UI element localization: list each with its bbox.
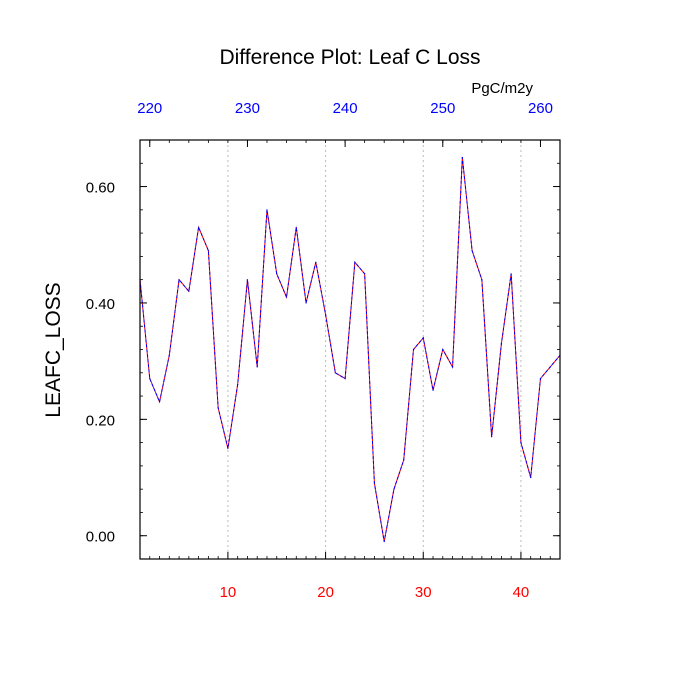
y-tick-label: 0.40 xyxy=(86,296,115,313)
data-point xyxy=(432,389,434,391)
data-point xyxy=(422,337,424,339)
data-point xyxy=(305,302,307,304)
data-point xyxy=(149,377,151,380)
x-tick-label-top: 230 xyxy=(235,100,260,117)
data-point xyxy=(266,209,268,211)
data-point xyxy=(285,296,288,298)
data-point xyxy=(412,348,415,351)
data-point xyxy=(461,156,463,159)
x-tick-label-bottom: 40 xyxy=(513,584,530,601)
data-point xyxy=(373,482,376,484)
ticks xyxy=(139,139,561,560)
data-point xyxy=(246,279,249,281)
data-point xyxy=(256,366,258,368)
data-point xyxy=(520,442,522,444)
data-point xyxy=(354,261,356,263)
data-point xyxy=(500,343,502,345)
data-point xyxy=(442,348,444,351)
y-tick-label: 0.00 xyxy=(86,529,115,546)
data-point xyxy=(471,249,473,252)
y-tick-label: 0.60 xyxy=(86,180,115,197)
x-tick-label-bottom: 30 xyxy=(415,584,432,601)
data-point xyxy=(364,273,366,275)
grid xyxy=(227,140,522,559)
chart-title: Difference Plot: Leaf C Loss xyxy=(219,46,480,69)
x-tick-label-bottom: 20 xyxy=(317,584,334,601)
y-tick-label: 0.20 xyxy=(86,412,115,429)
data-point xyxy=(334,372,336,374)
data-point xyxy=(158,401,161,403)
data-point xyxy=(539,377,542,380)
data-point xyxy=(481,279,483,281)
data-point xyxy=(344,377,346,380)
x-tick-label-top: 220 xyxy=(137,100,162,117)
data-point xyxy=(451,366,454,368)
data-point xyxy=(491,436,493,438)
data-point xyxy=(295,226,297,228)
tick-labels: 10 20 30 40 220 230 240 250 260 0.00 0.20 0.40 0.60 xyxy=(86,100,553,601)
data-point xyxy=(403,459,405,461)
data-point xyxy=(207,249,209,252)
data-point xyxy=(383,540,385,543)
data-point xyxy=(510,273,512,275)
data-point xyxy=(549,366,551,368)
data-point xyxy=(324,313,327,316)
y-axis-label: LEAFC_LOSS xyxy=(42,282,65,417)
data-point xyxy=(276,273,278,275)
data-point xyxy=(188,290,190,292)
data-point xyxy=(227,447,229,450)
x-tick-label-bottom: 10 xyxy=(220,584,237,601)
data-point xyxy=(168,354,170,356)
data-point xyxy=(198,226,200,228)
x-tick-label-top: 240 xyxy=(333,100,358,117)
data-point xyxy=(530,476,532,479)
units-label: PgC/m2y xyxy=(471,80,533,97)
data-point xyxy=(393,488,395,490)
data-point xyxy=(315,261,317,263)
data-point xyxy=(178,279,180,281)
x-tick-label-top: 260 xyxy=(528,100,553,117)
series-line-blue xyxy=(139,157,561,542)
data-point xyxy=(237,383,239,386)
series-lines xyxy=(139,156,561,543)
x-tick-label-top: 250 xyxy=(430,100,455,117)
series-line-red xyxy=(139,157,561,542)
plot-frame xyxy=(139,139,561,560)
data-point xyxy=(217,407,219,409)
